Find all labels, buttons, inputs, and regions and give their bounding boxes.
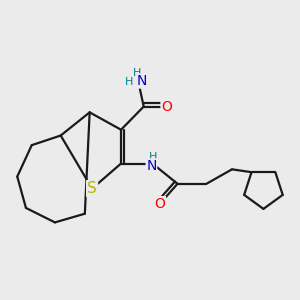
Text: O: O	[154, 197, 165, 211]
Text: N: N	[136, 74, 147, 88]
Text: H: H	[125, 77, 134, 87]
Text: H: H	[149, 152, 158, 162]
Text: O: O	[161, 100, 172, 114]
Text: H: H	[133, 68, 141, 78]
Text: S: S	[87, 181, 97, 196]
Text: N: N	[146, 159, 157, 173]
